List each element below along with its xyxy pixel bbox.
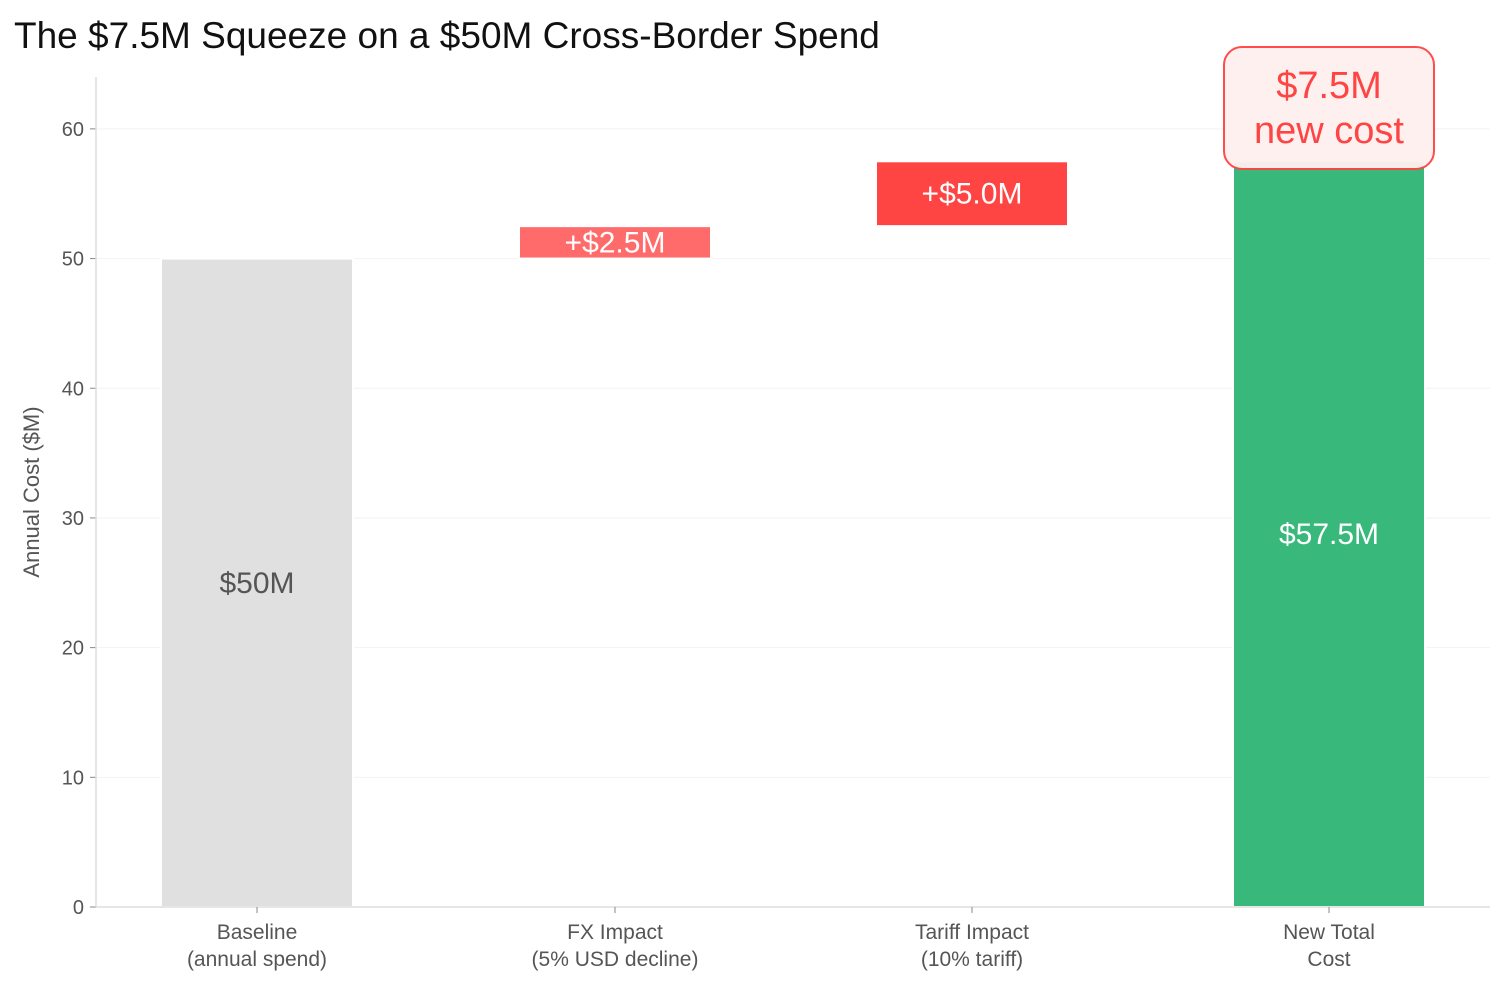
y-tick-label: 50 [62, 249, 84, 271]
bar [518, 225, 712, 260]
annotation-text: $7.5M [1276, 65, 1382, 107]
bar-value-label: +$5.0M [922, 178, 1023, 211]
annotation-text: new cost [1254, 110, 1404, 152]
bar-value-label: $57.5M [1279, 518, 1379, 551]
x-tick-label: (annual spend) [187, 948, 327, 971]
x-tick-label: FX Impact [567, 921, 663, 944]
x-tick-label: (10% tariff) [921, 948, 1023, 971]
y-tick-label: 60 [62, 119, 84, 141]
bar-value-label: +$2.5M [565, 226, 666, 259]
x-tick-label: (5% USD decline) [532, 948, 699, 971]
bars: $50M +$2.5M +$5.0M $57.5M [160, 160, 1426, 908]
x-tick-label: Baseline [217, 921, 298, 944]
y-tick-label: 20 [62, 638, 84, 660]
x-tick-label: New Total [1283, 921, 1375, 944]
y-tick-label: 30 [62, 508, 84, 530]
x-tick-label: Cost [1307, 948, 1350, 971]
y-tick-label: 0 [73, 897, 84, 919]
y-tick-label: 40 [62, 378, 84, 400]
x-tick-label: Tariff Impact [915, 921, 1029, 944]
y-axis-label: Annual Cost ($M) [19, 406, 44, 577]
annotation-box [1223, 46, 1435, 170]
y-tick-label: 10 [62, 767, 84, 789]
bar [875, 160, 1069, 228]
bar-value-label: $50M [219, 567, 294, 600]
chart-title: The $7.5M Squeeze on a $50M Cross-Border… [14, 15, 880, 56]
axes: 0 10 20 30 40 50 60 Baseline (annual spend) FX Im… [62, 77, 1490, 971]
